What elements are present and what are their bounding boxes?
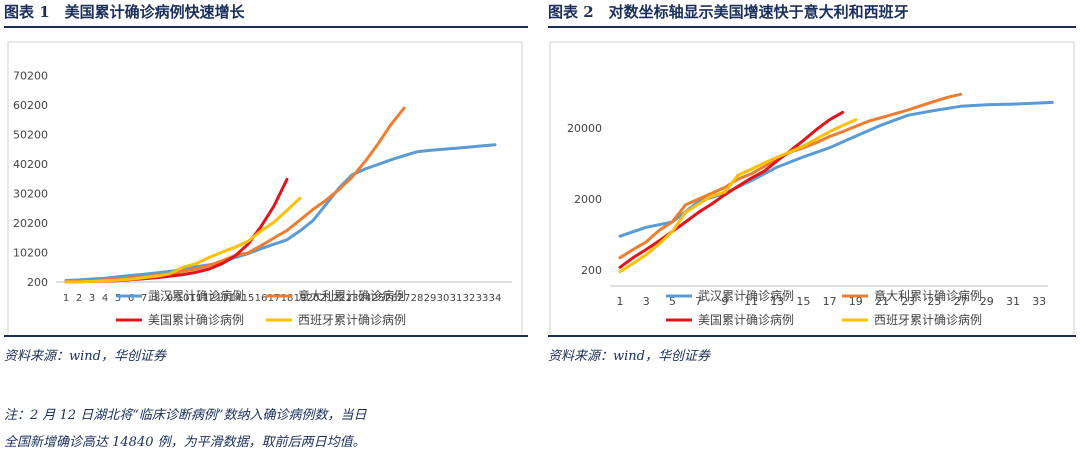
chart-1-x-tick-label: 6: [128, 293, 134, 304]
chart-1-legend-label-spain: 西班牙累计确诊病例: [298, 312, 406, 327]
chart-1-y-tick-label: 50200: [13, 128, 48, 141]
chart-2-y-tick-label: 200: [581, 264, 602, 277]
figure-2-top-rule: [548, 26, 1076, 28]
chart-1-legend-label-wuhan: 武汉累计确诊病例: [148, 288, 244, 303]
chart-2-x-tick-label: 7: [695, 295, 702, 308]
chart-1-x-tick-label: 30: [437, 293, 450, 304]
chart-1-x-tick-label: 13: [216, 293, 229, 304]
chart-1-x-tick-label: 19: [294, 293, 307, 304]
chart-2-frame: [549, 41, 1075, 337]
chart-1-x-tick-label: 5: [115, 293, 121, 304]
chart-1-x-tick-label: 2: [76, 293, 82, 304]
chart-2-legend-label-spain: 西班牙累计确诊病例: [874, 312, 982, 327]
chart-1-y-tick-label: 30200: [13, 187, 48, 200]
note-line-2: 全国新增确诊高达 14840 例，为平滑数据，取前后两日均值。: [4, 435, 366, 450]
chart-2-series-line-spain: [618, 118, 858, 274]
chart-1-x-tick-label: 32: [463, 293, 476, 304]
chart-1-x-tick-label: 10: [177, 293, 190, 304]
chart-1-y-tick-label: 200: [27, 276, 48, 289]
figure-1-title: 图表 1 美国累计确诊病例快速增长: [4, 3, 245, 21]
chart-1-x-tick-label: 9: [167, 293, 173, 304]
figure-1: 图表 1 美国累计确诊病例快速增长 200 10200 20200 30200 4020…: [4, 0, 528, 364]
chart-1-x-tick-label: 28: [411, 293, 424, 304]
chart-1-legend-label-italy: 意大利累计确诊病例: [298, 288, 406, 303]
chart-2-series-line-usa: [618, 110, 845, 269]
chart-2-legend-label-italy: 意大利累计确诊病例: [874, 288, 982, 303]
chart-2-y-tick-label: 20000: [567, 122, 602, 135]
chart-1-x-tick-label: 33: [476, 293, 489, 304]
chart-2-x-tick-label: 27: [954, 295, 968, 308]
chart-2-x-tick-label: 19: [849, 295, 863, 308]
chart-2-legend-label-wuhan: 武汉累计确诊病例: [698, 288, 794, 303]
chart-1-x-tick-label: 27: [398, 293, 411, 304]
chart-1-x-tick-label: 17: [268, 293, 281, 304]
chart-2-x-tick-label: 13: [770, 295, 784, 308]
chart-2-x-tick-label: 25: [927, 295, 941, 308]
chart-2-x-tick-label: 23: [901, 295, 915, 308]
chart-2-x-tick-label: 3: [643, 295, 650, 308]
chart-2-x-tick-label: 29: [980, 295, 994, 308]
chart-1-x-tick-label: 21: [320, 293, 333, 304]
chart-1-x-tick-label: 22: [333, 293, 346, 304]
chart-2-y-tick-label: 2000: [574, 193, 602, 206]
chart-1-x-tick-label: 25: [372, 293, 385, 304]
chart-1-x-tick-label: 7: [141, 293, 147, 304]
chart-1-x-tick-label: 18: [281, 293, 294, 304]
chart-1-x-tick-label: 24: [359, 293, 372, 304]
chart-1-x-tick-label: 3: [89, 293, 95, 304]
chart-1-y-tick-label: 40200: [13, 158, 48, 171]
figure-2-source: 资料来源：wind，华创证券: [548, 349, 710, 364]
chart-1-frame: [7, 41, 523, 337]
chart-1-y-tick-label: 70200: [13, 69, 48, 82]
chart-1-x-tick-label: 1: [63, 293, 69, 304]
figure-2-bottom-rule: [548, 335, 1076, 337]
chart-2-x-tick-label: 5: [669, 295, 676, 308]
chart-2-x-tick-label: 11: [744, 295, 758, 308]
figure-2-title: 图表 2 对数坐标轴显示美国增速快于意大利和西班牙: [548, 3, 909, 21]
chart-1-x-tick-label: 12: [203, 293, 216, 304]
chart-1-x-tick-label: 14: [229, 293, 242, 304]
chart-1-legend-label-usa: 美国累计确诊病例: [148, 312, 244, 327]
note-line-1: 注：2 月 12 日湖北将“临床诊断病例”数纳入确诊病例数，当日: [4, 408, 367, 423]
chart-1-y-tick-label: 20200: [13, 217, 48, 230]
chart-1-x-tick-label: 11: [190, 293, 203, 304]
chart-1-x-tick-label: 26: [385, 293, 398, 304]
chart-1-x-tick-label: 20: [307, 293, 320, 304]
chart-1-x-tick-label: 16: [255, 293, 268, 304]
chart-1-x-tick-label: 8: [154, 293, 160, 304]
figure-1-bottom-rule: [4, 335, 528, 337]
chart-1-y-tick-label: 10200: [13, 246, 48, 259]
chart-1-x-tick-label: 23: [346, 293, 359, 304]
chart-1-x-tick-label: 31: [450, 293, 463, 304]
chart-2-x-tick-label: 15: [796, 295, 810, 308]
figure-1-source: 资料来源：wind，华创证券: [4, 349, 166, 364]
chart-1-x-tick-label: 29: [424, 293, 437, 304]
chart-1-x-tick-label: 4: [102, 293, 108, 304]
chart-2-x-tick-label: 1: [617, 295, 624, 308]
chart-2-x-tick-label: 21: [875, 295, 889, 308]
chart-2-legend-label-usa: 美国累计确诊病例: [698, 312, 794, 327]
figure-2: 图表 2 对数坐标轴显示美国增速快于意大利和西班牙 200 2000 20000 1 3…: [548, 0, 1076, 364]
chart-2-x-tick-label: 33: [1032, 295, 1046, 308]
figure-1-top-rule: [4, 26, 528, 28]
chart-1-series-line-spain: [64, 196, 302, 284]
chart-1-series-line-wuhan: [64, 143, 497, 282]
chart-2-x-tick-label: 9: [721, 295, 728, 308]
chart-1-y-tick-label: 60200: [13, 99, 48, 112]
chart-2-x-tick-label: 31: [1006, 295, 1020, 308]
chart-2-series-line-wuhan: [618, 100, 1054, 238]
chart-2-x-tick-label: 17: [823, 295, 837, 308]
chart-1-x-tick-label: 34: [489, 293, 502, 304]
chart-1-x-tick-label: 15: [242, 293, 255, 304]
note: 注：2 月 12 日湖北将“临床诊断病例”数纳入确诊病例数，当日 全国新增确诊高…: [4, 402, 528, 456]
